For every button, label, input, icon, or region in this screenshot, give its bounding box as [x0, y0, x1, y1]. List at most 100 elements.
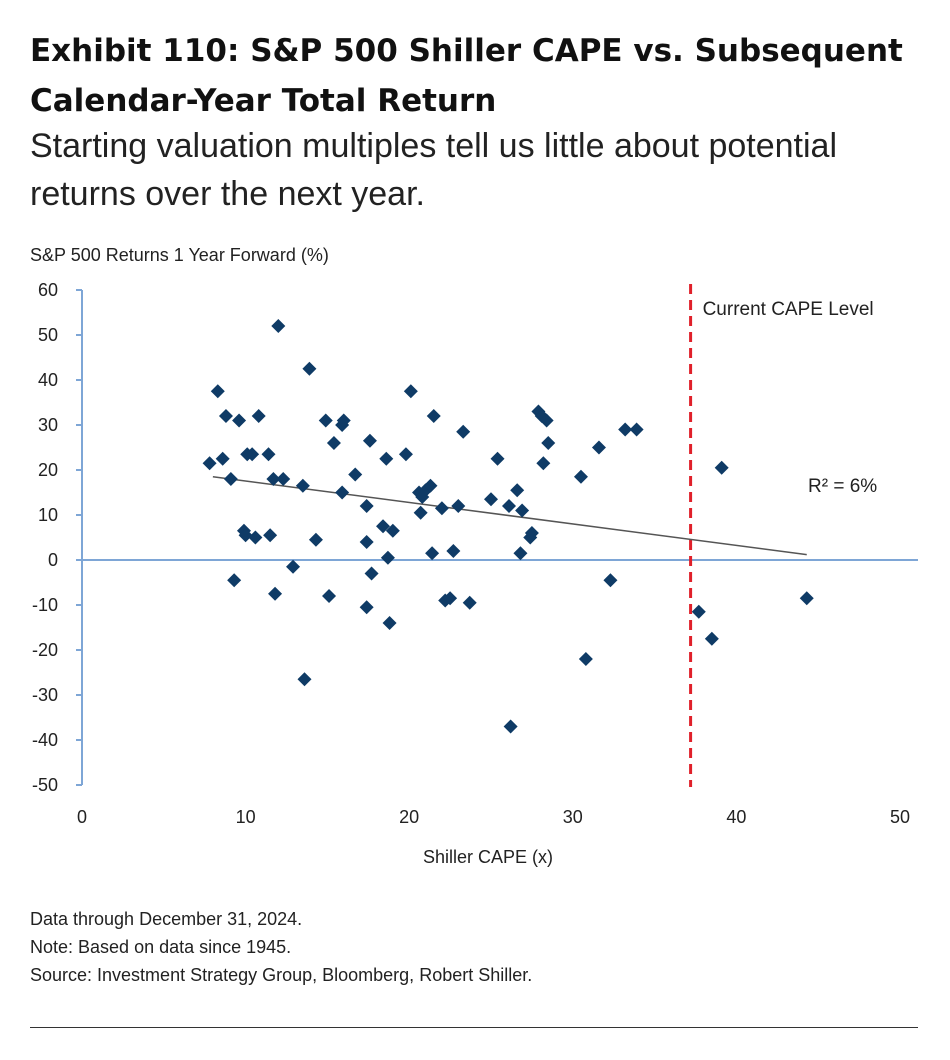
- y-tick-label: 30: [38, 415, 58, 435]
- x-axis-label: Shiller CAPE (x): [423, 847, 553, 867]
- data-point: [501, 499, 516, 513]
- data-point: [376, 519, 391, 534]
- data-point: [578, 652, 593, 666]
- data-point: [348, 467, 363, 482]
- subtitle-line-2: returns over the next year.: [30, 175, 425, 213]
- current-cape-label: Current CAPE Level: [703, 299, 874, 320]
- data-point: [263, 528, 278, 543]
- data-point: [541, 436, 556, 450]
- x-tick-label: 0: [77, 807, 87, 827]
- data-point: [490, 451, 505, 466]
- data-point: [799, 591, 814, 606]
- data-point: [515, 503, 530, 518]
- y-tick-label: 20: [38, 460, 58, 480]
- data-point: [218, 409, 233, 423]
- data-point: [276, 472, 291, 486]
- data-point: [603, 573, 618, 588]
- data-point: [364, 566, 379, 581]
- data-point: [503, 719, 518, 734]
- trendline: [212, 476, 807, 556]
- data-point: [539, 413, 554, 428]
- data-point: [362, 433, 377, 448]
- subtitle-line-1: Starting valuation multiples tell us lit…: [30, 127, 838, 165]
- data-point: [425, 546, 440, 561]
- data-point: [286, 559, 301, 574]
- data-point: [210, 384, 225, 399]
- scatter-chart: 60 50 40 30 20 10 0 -10 -20 -30 -40 -50 0 10 20 30 40 50 S…: [32, 280, 918, 867]
- x-tick-label: 10: [236, 807, 256, 827]
- data-point: [591, 440, 606, 455]
- footnote-data-through: Data through December 31, 2024.: [30, 909, 303, 929]
- data-point: [403, 384, 418, 399]
- data-point: [318, 413, 333, 428]
- data-point: [385, 523, 400, 538]
- data-point: [359, 535, 374, 549]
- data-point: [326, 436, 341, 450]
- y-tick-label: -20: [32, 640, 58, 660]
- data-point: [308, 532, 323, 547]
- data-point: [573, 469, 588, 484]
- data-point: [302, 361, 317, 376]
- data-point: [536, 456, 551, 471]
- x-tick-label: 30: [563, 807, 583, 827]
- data-point: [245, 447, 260, 462]
- data-point: [227, 573, 242, 588]
- chart-title: Exhibit 110: S&P 500 Shiller CAPE vs. Su…: [30, 26, 930, 126]
- data-point: [456, 424, 471, 439]
- y-tick-label: 10: [38, 505, 58, 525]
- data-point: [451, 499, 466, 513]
- y-tick-label: -30: [32, 685, 58, 705]
- data-point: [251, 409, 266, 423]
- data-point: [691, 604, 706, 619]
- data-point: [271, 319, 286, 333]
- data-point: [443, 591, 458, 606]
- y-axis-label: S&P 500 Returns 1 Year Forward (%): [30, 245, 329, 265]
- data-point: [335, 485, 350, 500]
- data-point: [266, 472, 281, 486]
- data-point: [202, 456, 217, 471]
- data-point: [297, 672, 312, 687]
- data-point: [359, 600, 374, 615]
- y-tick-label: -10: [32, 595, 58, 615]
- data-point: [714, 460, 729, 475]
- y-tick-label: -40: [32, 730, 58, 750]
- y-tick-label: 40: [38, 370, 58, 390]
- data-point: [248, 530, 263, 545]
- data-point: [618, 422, 633, 437]
- x-tick-label: 40: [726, 807, 746, 827]
- data-point: [336, 413, 351, 428]
- title-line-2: Calendar-Year Total Return: [30, 83, 497, 119]
- footnote-note: Note: Based on data since 1945.: [30, 937, 292, 957]
- data-point: [295, 478, 310, 493]
- data-point: [379, 451, 394, 466]
- data-point: [261, 447, 276, 462]
- y-tick-label: 0: [48, 550, 58, 570]
- data-point: [446, 544, 461, 558]
- data-point: [423, 478, 438, 493]
- data-point: [524, 526, 539, 540]
- data-point: [426, 409, 441, 423]
- data-point: [484, 492, 498, 507]
- data-point: [359, 499, 374, 513]
- data-point: [268, 586, 283, 601]
- y-tick-label: -50: [32, 775, 58, 795]
- data-point: [380, 550, 395, 565]
- footnote-source: Source: Investment Strategy Group, Bloom…: [30, 965, 533, 985]
- data-point: [462, 595, 477, 610]
- data-point: [704, 631, 719, 646]
- data-point: [434, 501, 449, 516]
- data-point: [382, 616, 397, 630]
- data-point: [398, 447, 413, 462]
- title-line-1: Exhibit 110: S&P 500 Shiller CAPE vs. Su…: [30, 33, 903, 69]
- data-point: [215, 451, 230, 466]
- data-point: [223, 472, 238, 486]
- data-point: [413, 505, 428, 520]
- data-point: [510, 483, 525, 498]
- y-tick-label: 60: [38, 280, 58, 300]
- chart-subtitle: Starting valuation multiples tell us lit…: [30, 122, 930, 218]
- x-tick-label: 20: [399, 807, 419, 827]
- data-point: [238, 528, 253, 543]
- data-point: [232, 413, 247, 428]
- r-squared-annotation: R² = 6%: [808, 476, 877, 497]
- data-point: [322, 589, 337, 603]
